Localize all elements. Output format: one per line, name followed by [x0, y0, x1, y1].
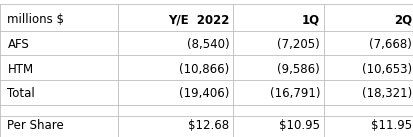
Text: $12.68: $12.68	[188, 119, 229, 132]
Text: (10,653): (10,653)	[362, 63, 412, 76]
Text: (16,791): (16,791)	[270, 87, 320, 100]
Text: (7,205): (7,205)	[277, 38, 320, 51]
Text: $10.95: $10.95	[279, 119, 320, 132]
Text: (10,866): (10,866)	[179, 63, 229, 76]
Text: Total: Total	[7, 87, 35, 100]
Text: HTM: HTM	[7, 63, 33, 76]
Text: Y/E  2022: Y/E 2022	[168, 13, 229, 26]
Text: (7,668): (7,668)	[369, 38, 412, 51]
Text: (8,540): (8,540)	[187, 38, 229, 51]
Text: (18,321): (18,321)	[362, 87, 412, 100]
Text: 1Q: 1Q	[302, 13, 320, 26]
Text: (9,586): (9,586)	[277, 63, 320, 76]
Text: 2Q: 2Q	[394, 13, 412, 26]
Text: millions $: millions $	[7, 13, 64, 26]
Text: Per Share: Per Share	[7, 119, 64, 132]
Text: AFS: AFS	[7, 38, 29, 51]
Text: (19,406): (19,406)	[179, 87, 229, 100]
Text: $11.95: $11.95	[371, 119, 412, 132]
